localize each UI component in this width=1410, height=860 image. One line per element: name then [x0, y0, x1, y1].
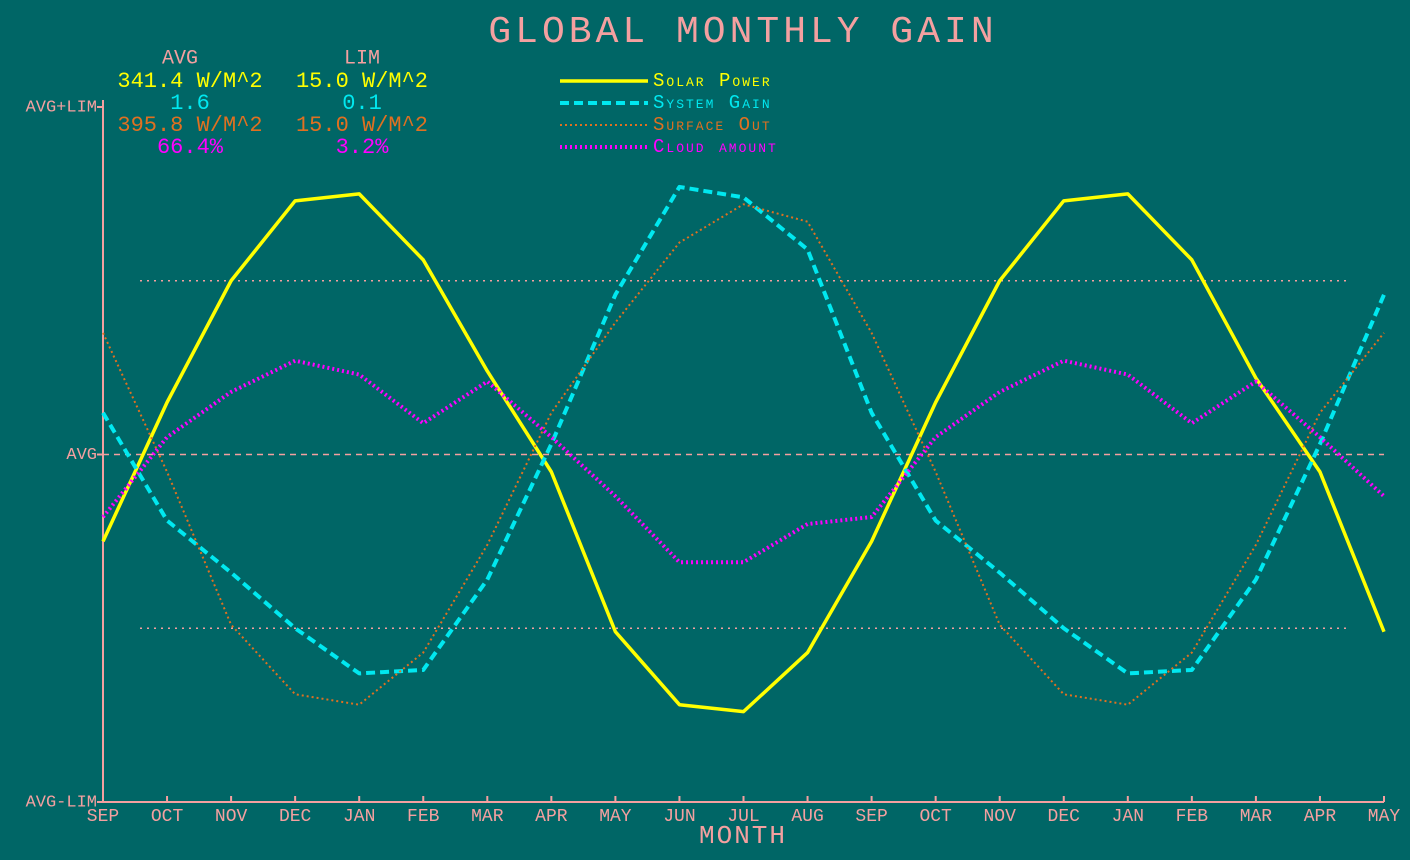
y-tick-label: AVG-LIM [26, 793, 97, 812]
x-tick-label: MAY [1368, 807, 1401, 827]
x-tick-label: DEC [279, 807, 312, 827]
x-tick-label: FEB [1176, 807, 1209, 827]
x-tick-label: APR [535, 807, 568, 827]
x-tick-label: OCT [151, 807, 184, 827]
chart-title: GLOBAL MONTHLY GAIN [488, 11, 997, 54]
x-tick-label: JAN [343, 807, 375, 827]
stats-header: AVG [162, 47, 198, 70]
stat-avg: 66.4% [157, 135, 224, 160]
x-axis-label: MONTH [699, 821, 787, 851]
x-tick-label: SEP [855, 807, 887, 827]
x-tick-label: MAR [1240, 807, 1273, 827]
series-line [102, 203, 1385, 706]
stat-avg: 1.6 [170, 91, 210, 116]
y-tick-label: AVG+LIM [26, 98, 97, 117]
stat-avg: 395.8 W/M^2 [117, 113, 262, 138]
x-tick-label: JUL [727, 807, 759, 827]
legend-label: System Gain [653, 92, 772, 114]
stat-avg: 341.4 W/M^2 [117, 69, 262, 94]
stat-lim: 15.0 W/M^2 [296, 113, 428, 138]
series-line [101, 192, 1386, 714]
x-tick-label: NOV [983, 807, 1016, 827]
series-line [101, 358, 1386, 565]
x-tick-label: FEB [407, 807, 440, 827]
stat-lim: 3.2% [336, 135, 390, 160]
x-tick-label: JUN [663, 807, 695, 827]
y-tick-label: AVG [66, 446, 97, 465]
legend-label: Surface Out [653, 114, 772, 136]
x-tick-label: NOV [215, 807, 248, 827]
x-tick-label: MAY [599, 807, 632, 827]
x-tick-label: JAN [1112, 807, 1144, 827]
x-tick-label: MAR [471, 807, 504, 827]
stats-header: LIM [344, 47, 380, 70]
legend-label: Solar Power [653, 70, 772, 92]
stat-lim: 0.1 [342, 91, 382, 116]
x-tick-label: DEC [1048, 807, 1081, 827]
legend-label: Cloud amount [653, 136, 778, 158]
x-tick-label: APR [1304, 807, 1337, 827]
x-tick-label: SEP [87, 807, 119, 827]
x-tick-label: AUG [791, 807, 823, 827]
stat-lim: 15.0 W/M^2 [296, 69, 428, 94]
x-tick-label: OCT [919, 807, 952, 827]
